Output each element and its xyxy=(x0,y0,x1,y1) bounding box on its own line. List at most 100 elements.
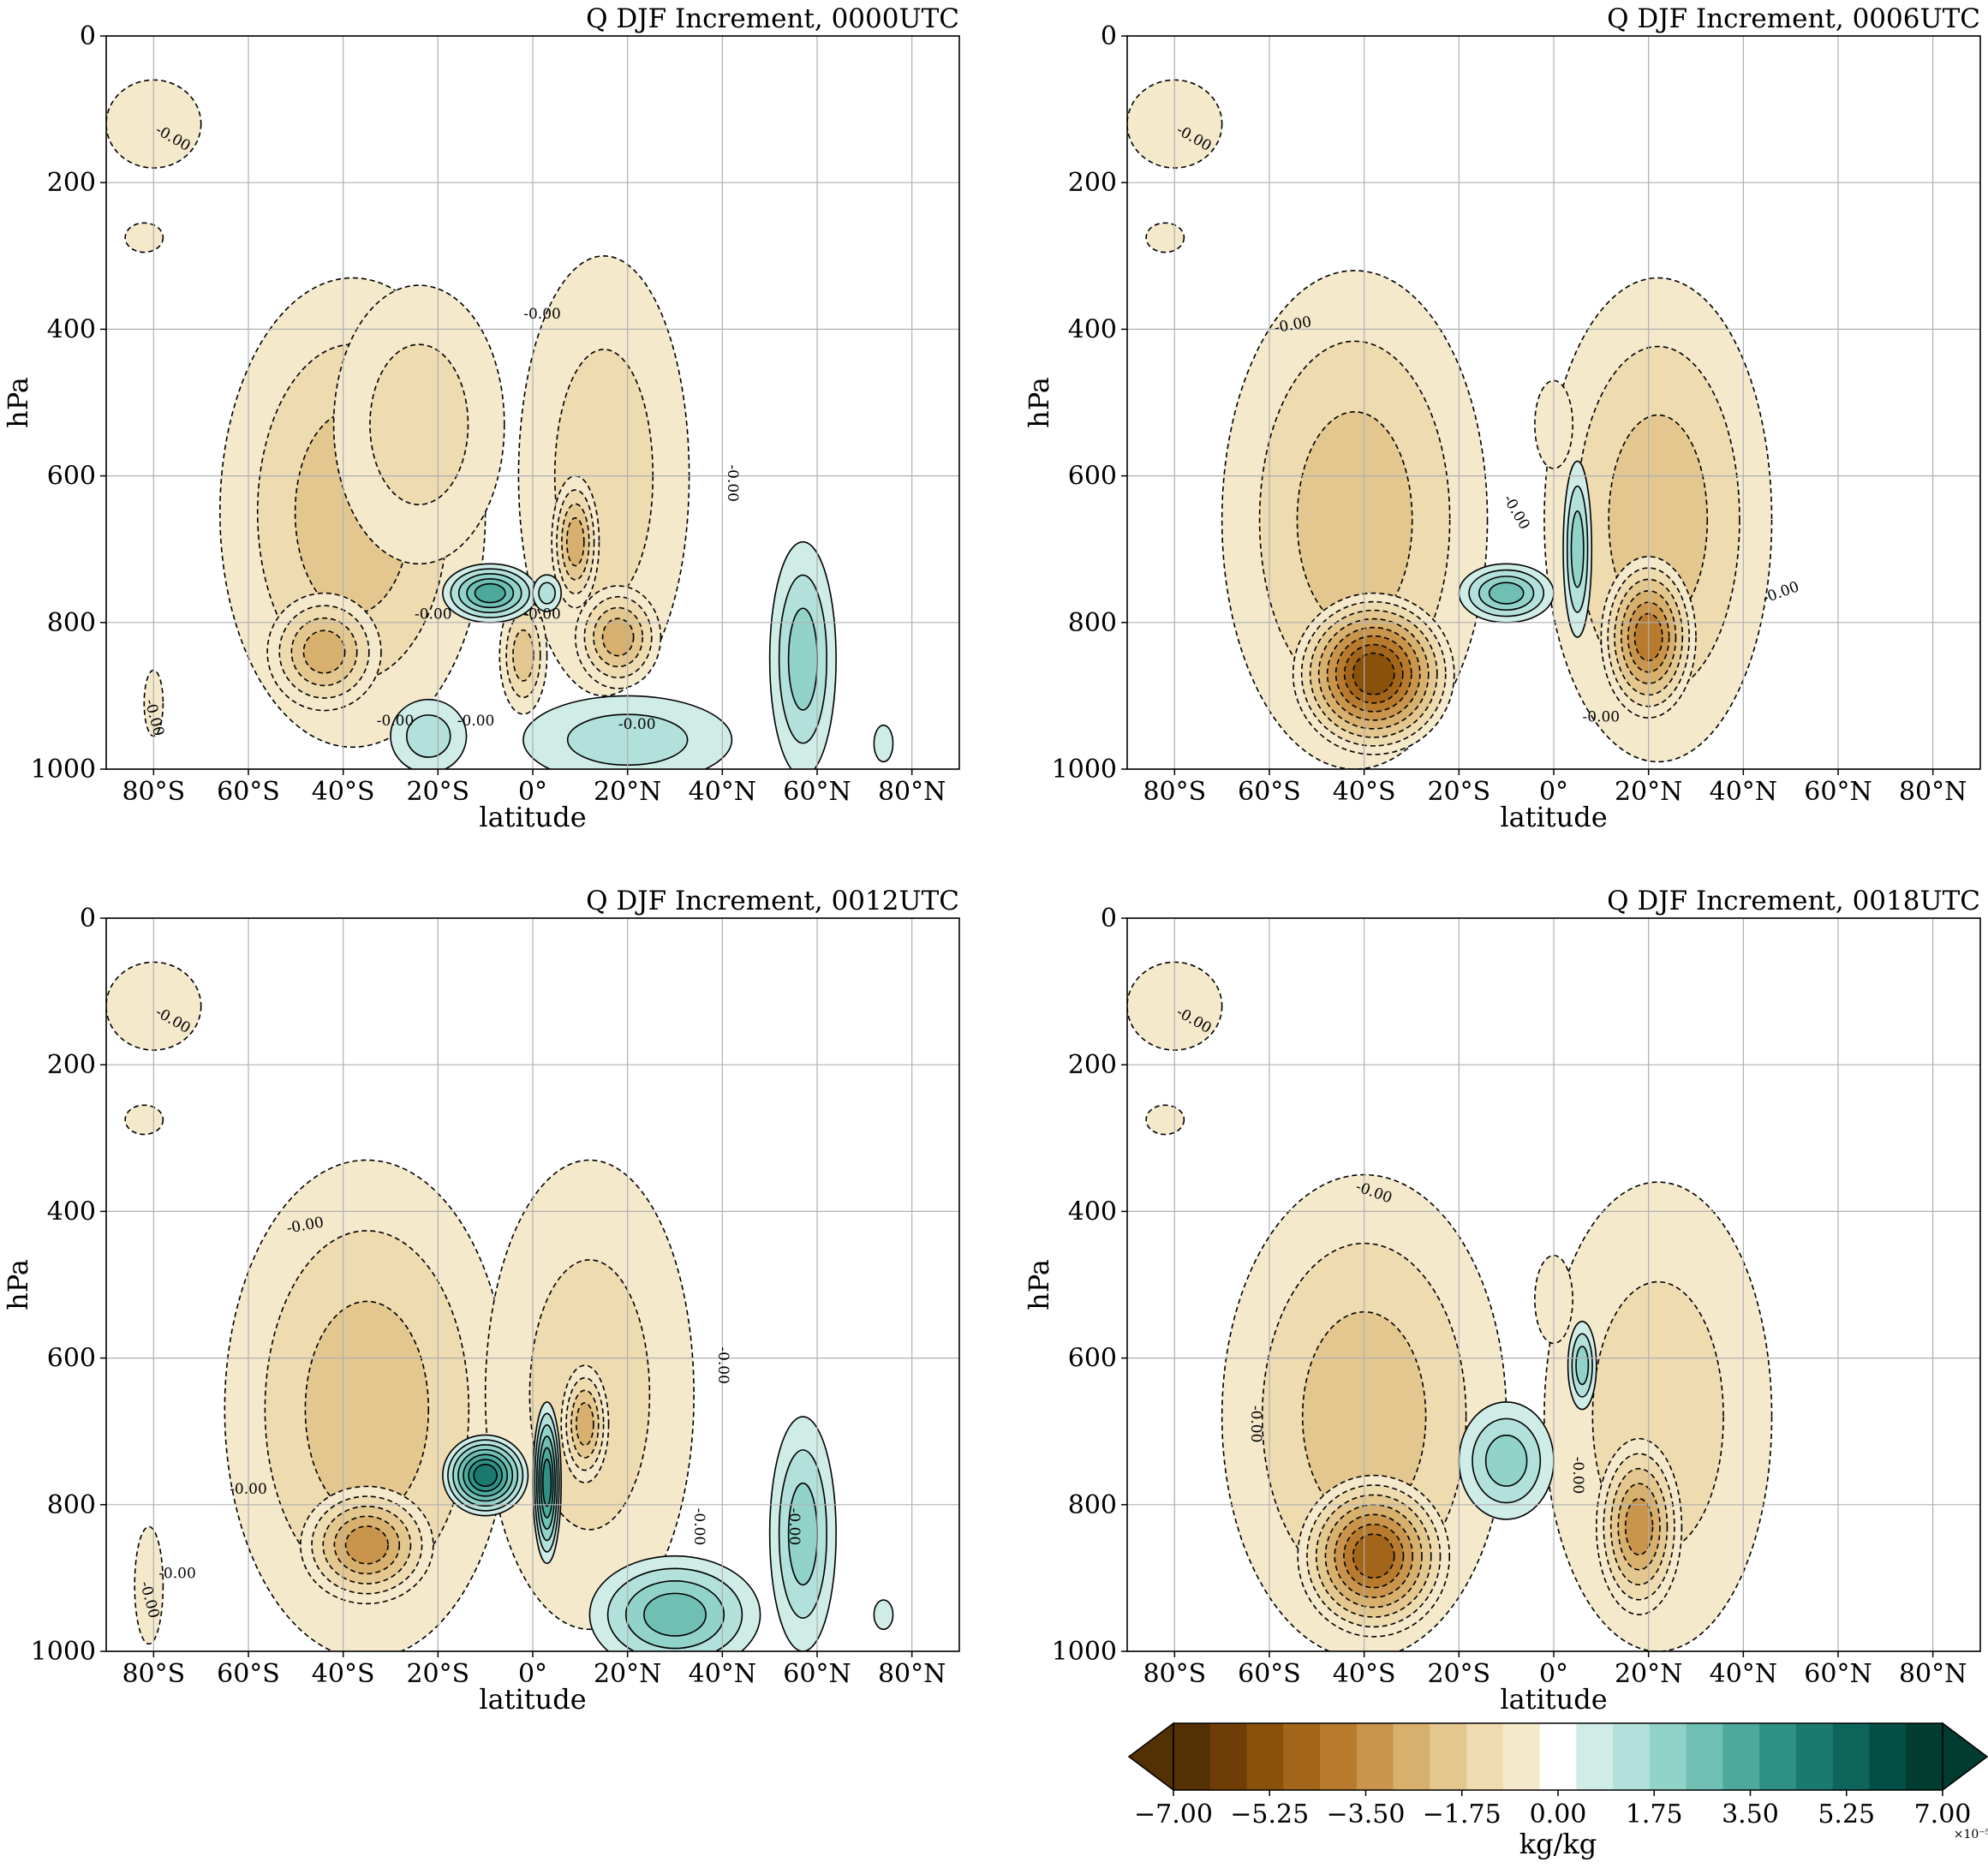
contour-band xyxy=(643,1592,707,1637)
y-tick-label: 800 xyxy=(1068,608,1117,638)
colorbar-swatch xyxy=(1906,1723,1943,1790)
colorbar: −7.00 −5.25 −3.50 −1.75 0.00 1.75 3.50 5.25 7.00… xyxy=(1127,1722,1988,1860)
contour-band xyxy=(406,714,451,758)
colorbar-tick-label: −5.25 xyxy=(1230,1799,1309,1829)
colorbar-tick-label: 7.00 xyxy=(1914,1799,1972,1829)
colorbar-scale-note: ×10⁻⁵ xyxy=(1954,1828,1988,1841)
contour-band xyxy=(1575,1346,1590,1386)
x-tick-label: 0° xyxy=(1539,1659,1568,1689)
y-tick-label: 1000 xyxy=(1052,1637,1117,1667)
x-axis-label: latitude xyxy=(479,1683,586,1716)
x-axis-label: latitude xyxy=(1500,1683,1607,1716)
x-tick-label: 20°S xyxy=(1427,1659,1490,1689)
colorbar-swatch xyxy=(1283,1723,1321,1790)
contour-band xyxy=(1352,1533,1395,1579)
x-tick-label: 40°N xyxy=(1710,1659,1777,1689)
y-tick-label: 400 xyxy=(47,1197,96,1226)
y-tick-label: 800 xyxy=(47,608,96,638)
colorbar-swatch xyxy=(1539,1723,1577,1790)
contour-band xyxy=(1145,222,1185,254)
x-tick-label: 20°S xyxy=(406,777,469,807)
x-tick-label: 20°N xyxy=(594,777,661,807)
x-tick-label: 0° xyxy=(518,777,547,807)
y-tick-label: 600 xyxy=(47,462,96,492)
x-tick-label: 80°S xyxy=(1143,1659,1206,1689)
y-tick-label: 800 xyxy=(1068,1490,1117,1520)
contour-label: -0.00 xyxy=(785,1508,803,1546)
contour-band xyxy=(124,1104,164,1136)
contour-band xyxy=(512,629,534,682)
colorbar-tick-label: −3.50 xyxy=(1327,1799,1406,1829)
contour-band xyxy=(344,1525,389,1565)
colorbar-swatch xyxy=(1393,1723,1430,1790)
x-tick-label: 0° xyxy=(1539,777,1568,807)
x-tick-label: 80°N xyxy=(1899,777,1967,807)
colorbar-tick-label: 3.50 xyxy=(1722,1799,1779,1829)
contour-label: -0.00 xyxy=(523,306,561,323)
x-tick-label: 40°S xyxy=(312,1659,375,1689)
x-tick-label: 60°S xyxy=(217,777,280,807)
colorbar-swatch xyxy=(1649,1723,1687,1790)
y-tick-label: 400 xyxy=(47,314,96,344)
contour-band xyxy=(1145,1104,1185,1136)
colorbar-swatch xyxy=(1173,1723,1211,1790)
x-tick-label: 60°S xyxy=(1238,777,1301,807)
contour-band xyxy=(1570,510,1585,588)
contour-band xyxy=(473,1463,498,1488)
contour-label: -0.00 xyxy=(230,1481,267,1498)
colorbar-swatch xyxy=(1759,1723,1797,1790)
contour-label: -0.00 xyxy=(377,713,415,730)
x-tick-label: 80°N xyxy=(878,777,946,807)
contour-band xyxy=(124,222,164,254)
panel-title: Q DJF Increment, 0018UTC xyxy=(1607,886,1980,916)
colorbar-swatch xyxy=(1576,1723,1614,1790)
contour-label: -0.00 xyxy=(457,713,495,730)
y-tick-label: 200 xyxy=(1068,1050,1117,1080)
x-tick-label: 40°S xyxy=(312,777,375,807)
panel-title: Q DJF Increment, 0006UTC xyxy=(1607,3,1980,34)
colorbar-tick-label: −7.00 xyxy=(1134,1799,1213,1829)
colorbar-swatch xyxy=(1320,1723,1358,1790)
contour-label: -0.00 xyxy=(1569,1457,1586,1495)
contour-label: -0.00 xyxy=(690,1508,707,1546)
colorbar-swatch xyxy=(1246,1723,1284,1790)
contour-band xyxy=(302,630,346,674)
contour-band xyxy=(538,582,556,605)
colorbar-swatch xyxy=(1869,1723,1907,1790)
colorbar-swatch xyxy=(1430,1723,1467,1790)
contour-band xyxy=(1352,652,1395,695)
y-tick-label: 0 xyxy=(1101,21,1117,51)
y-axis-label: hPa xyxy=(2,1259,34,1310)
y-tick-label: 200 xyxy=(1068,168,1117,198)
x-tick-label: 40°N xyxy=(1710,777,1777,807)
x-tick-label: 60°N xyxy=(1804,777,1872,807)
colorbar-swatch xyxy=(1466,1723,1504,1790)
x-tick-label: 60°N xyxy=(1804,1659,1872,1689)
x-axis-label: latitude xyxy=(479,801,586,833)
colorbar-tick-label: 5.25 xyxy=(1818,1799,1875,1829)
contour-band xyxy=(304,1300,430,1519)
colorbar-extend-high xyxy=(1942,1722,1988,1792)
y-tick-label: 0 xyxy=(1101,904,1117,934)
colorbar-tick-label: −1.75 xyxy=(1423,1799,1501,1829)
y-tick-label: 400 xyxy=(1068,314,1117,344)
y-tick-label: 0 xyxy=(80,21,96,51)
colorbar-swatch xyxy=(1209,1723,1248,1790)
contour-band xyxy=(134,1525,164,1645)
contour-field xyxy=(1127,79,1773,769)
contour-band xyxy=(369,343,469,505)
y-tick-label: 800 xyxy=(47,1490,96,1520)
contour-band xyxy=(787,607,818,711)
x-tick-label: 40°S xyxy=(1333,777,1396,807)
x-tick-label: 60°S xyxy=(217,1659,280,1689)
x-tick-label: 80°N xyxy=(1899,1659,1967,1689)
y-axis-label: hPa xyxy=(2,377,34,428)
panel-title: Q DJF Increment, 0000UTC xyxy=(586,3,959,34)
contour-band xyxy=(1488,582,1525,605)
x-tick-label: 0° xyxy=(518,1659,547,1689)
contour-label: -0.00 xyxy=(158,1566,196,1583)
contour-label: -0.00 xyxy=(618,716,656,733)
y-tick-label: 1000 xyxy=(31,755,96,785)
panel-title: Q DJF Increment, 0012UTC xyxy=(586,886,959,916)
